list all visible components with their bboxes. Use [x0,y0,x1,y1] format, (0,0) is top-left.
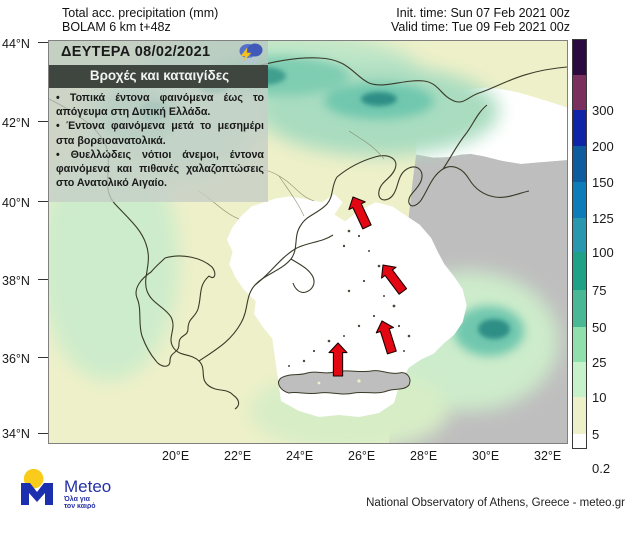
svg-text:Όλα για: Όλα για [63,495,91,503]
svg-text:τον καιρό: τον καιρό [64,503,96,509]
